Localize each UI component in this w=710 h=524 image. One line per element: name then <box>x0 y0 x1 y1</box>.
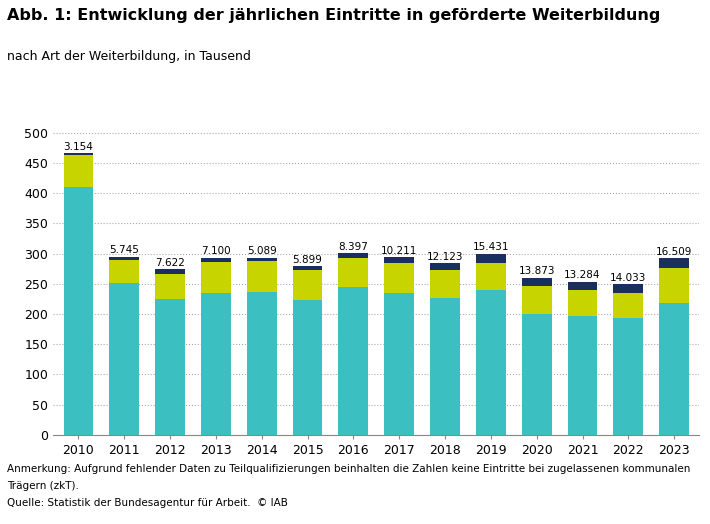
Text: nach Art der Weiterbildung, in Tausend: nach Art der Weiterbildung, in Tausend <box>7 50 251 63</box>
Text: 3.154: 3.154 <box>63 141 94 151</box>
Bar <box>430 298 460 435</box>
Bar <box>567 282 597 290</box>
Text: Trägern (zkT).: Trägern (zkT). <box>7 481 79 491</box>
Bar <box>155 274 185 300</box>
Bar <box>430 263 460 270</box>
Bar <box>339 258 368 287</box>
Bar <box>384 293 414 435</box>
Text: 5.089: 5.089 <box>247 246 277 256</box>
Bar <box>339 253 368 258</box>
Text: 13.284: 13.284 <box>564 270 601 280</box>
Bar <box>613 318 643 435</box>
Bar <box>522 286 552 314</box>
Bar <box>201 262 231 293</box>
Text: 15.431: 15.431 <box>473 243 509 253</box>
Bar <box>64 155 93 187</box>
Bar <box>613 293 643 318</box>
Bar <box>293 270 322 300</box>
Bar <box>293 300 322 435</box>
Bar <box>109 257 139 260</box>
Bar <box>247 292 277 435</box>
Bar <box>613 285 643 293</box>
Text: Quelle: Statistik der Bundesagentur für Arbeit.  © IAB: Quelle: Statistik der Bundesagentur für … <box>7 498 288 508</box>
Bar <box>247 261 277 292</box>
Bar <box>384 263 414 293</box>
Text: 7.622: 7.622 <box>155 258 185 268</box>
Bar <box>109 283 139 435</box>
Text: 14.033: 14.033 <box>610 273 647 283</box>
Bar <box>660 258 689 268</box>
Text: 5.745: 5.745 <box>109 245 139 255</box>
Bar <box>64 153 93 155</box>
Bar <box>476 254 506 263</box>
Bar <box>339 287 368 435</box>
Bar <box>201 258 231 262</box>
Text: 12.123: 12.123 <box>427 252 464 261</box>
Bar <box>476 263 506 290</box>
Bar <box>522 314 552 435</box>
Text: Abb. 1: Entwicklung der jährlichen Eintritte in geförderte Weiterbildung: Abb. 1: Entwicklung der jährlichen Eintr… <box>7 8 660 23</box>
Bar <box>567 290 597 316</box>
Bar <box>660 303 689 435</box>
Bar <box>109 260 139 283</box>
Bar <box>430 270 460 298</box>
Bar <box>522 278 552 286</box>
Bar <box>293 266 322 270</box>
Text: 8.397: 8.397 <box>339 242 368 252</box>
Bar <box>64 187 93 435</box>
Text: 10.211: 10.211 <box>381 246 417 256</box>
Bar <box>384 257 414 263</box>
Text: 7.100: 7.100 <box>201 246 231 256</box>
Text: 5.899: 5.899 <box>293 255 322 265</box>
Bar <box>660 268 689 303</box>
Bar <box>155 300 185 435</box>
Bar <box>201 293 231 435</box>
Bar <box>476 290 506 435</box>
Text: Anmerkung: Aufgrund fehlender Daten zu Teilqualifizierungen beinhalten die Zahle: Anmerkung: Aufgrund fehlender Daten zu T… <box>7 464 690 474</box>
Bar <box>155 269 185 274</box>
Text: 13.873: 13.873 <box>518 266 555 276</box>
Bar <box>247 258 277 261</box>
Text: 16.509: 16.509 <box>656 247 692 257</box>
Bar <box>567 316 597 435</box>
